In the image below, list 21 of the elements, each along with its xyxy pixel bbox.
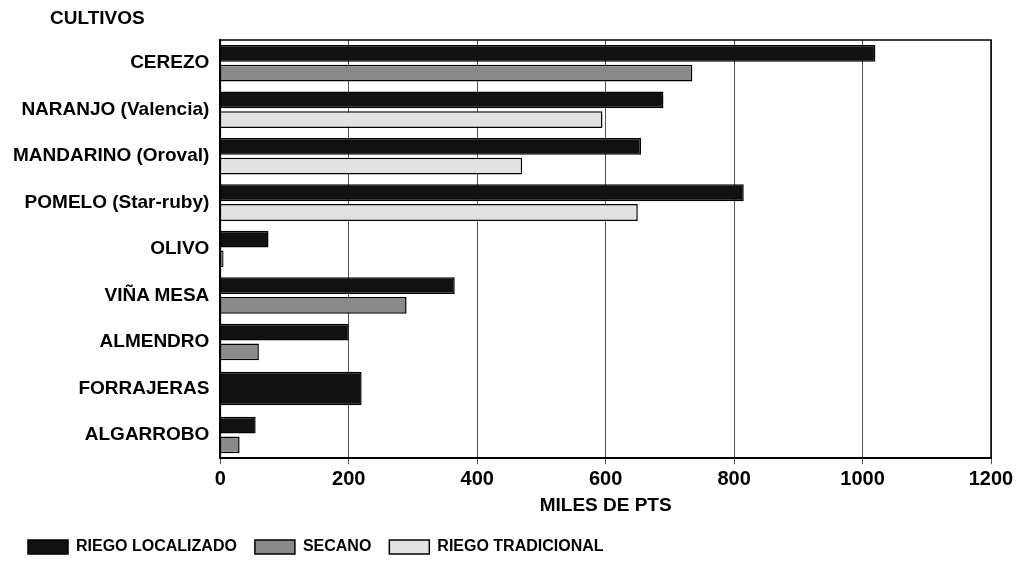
y-axis-title: CULTIVOS <box>50 6 145 28</box>
x-axis-title: MILES DE PTS <box>539 493 672 515</box>
y-tick-label: CEREZO <box>130 51 210 73</box>
x-tick-label: 600 <box>588 466 623 489</box>
x-tick-label: 1000 <box>840 466 885 489</box>
x-tick-label: 0 <box>214 466 226 489</box>
y-tick-label: ALGARROBO <box>84 423 210 445</box>
y-tick-label: FORRAJERAS <box>78 376 210 398</box>
y-tick-label: POMELO (Star-ruby) <box>24 190 210 212</box>
x-tick-label: 200 <box>332 466 366 489</box>
x-tick-label: 800 <box>717 466 751 489</box>
y-tick-label: OLIVO <box>150 237 210 259</box>
y-tick-label: VIÑA MESA <box>104 283 210 305</box>
x-tick-label: 1200 <box>968 466 1014 489</box>
legend-label: SECANO <box>302 537 372 555</box>
legend-label: RIEGO LOCALIZADO <box>76 537 237 555</box>
x-tick-label: 400 <box>460 466 494 489</box>
legend-label: RIEGO TRADICIONAL <box>437 537 604 555</box>
y-tick-label: NARANJO (Valencia) <box>21 97 210 119</box>
y-tick-label: ALMENDRO <box>99 330 210 352</box>
y-tick-label: MANDARINO (Oroval) <box>12 144 210 166</box>
